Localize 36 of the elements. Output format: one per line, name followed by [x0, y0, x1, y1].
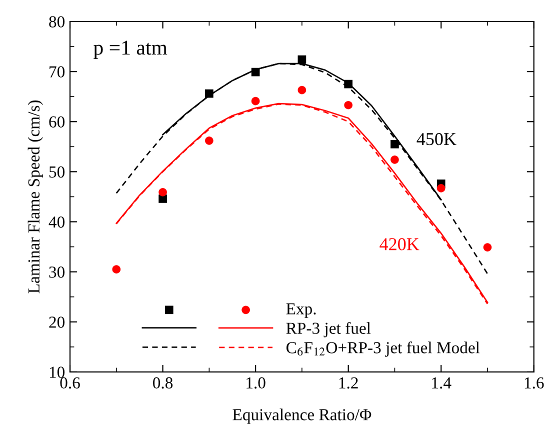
legend-label: RP-3 jet fuel — [286, 322, 371, 338]
point — [436, 184, 446, 192]
y-tick-label: 80 — [49, 16, 65, 28]
point — [344, 100, 352, 110]
y-tick-label: 10 — [50, 366, 65, 378]
point — [390, 140, 399, 148]
y-tick-label: 70 — [50, 66, 65, 78]
annotation: 450K — [416, 132, 456, 146]
point — [205, 136, 214, 145]
point — [158, 188, 167, 196]
legend-label: C$_{6}$F$_{12}$O+RP-3 jet fuel Model — [286, 341, 480, 357]
y-tick-label: 20 — [49, 316, 65, 328]
annotation: 420K — [380, 238, 420, 250]
x-tick-label: 1.2 — [339, 377, 358, 389]
point — [298, 86, 306, 94]
point — [251, 96, 260, 106]
y-tick-label: 50 — [49, 166, 65, 178]
point — [344, 80, 352, 88]
x-tick-label: 1.0 — [246, 377, 266, 389]
y-tick-label: 30 — [49, 266, 65, 278]
y-tick-label: 40 — [48, 216, 65, 228]
point — [298, 55, 306, 64]
y-axis-title: Laminar Flame Speed (cm/s) — [28, 100, 43, 294]
x-tick-label: 1.6 — [524, 377, 544, 389]
point — [205, 89, 214, 98]
legend-label: Exp. — [286, 303, 316, 318]
x-tick-label: 1.4 — [432, 377, 452, 389]
point — [390, 156, 399, 164]
y-tick-label: 60 — [49, 116, 65, 128]
x-tick-label: 0.6 — [60, 377, 80, 389]
annotation: p =1 atm — [94, 40, 168, 59]
point — [251, 68, 260, 76]
x-axis-title: Equivalence Ratio/Φ — [232, 408, 372, 424]
point — [112, 265, 121, 274]
x-tick-label: 0.8 — [153, 377, 173, 389]
point — [483, 243, 492, 252]
